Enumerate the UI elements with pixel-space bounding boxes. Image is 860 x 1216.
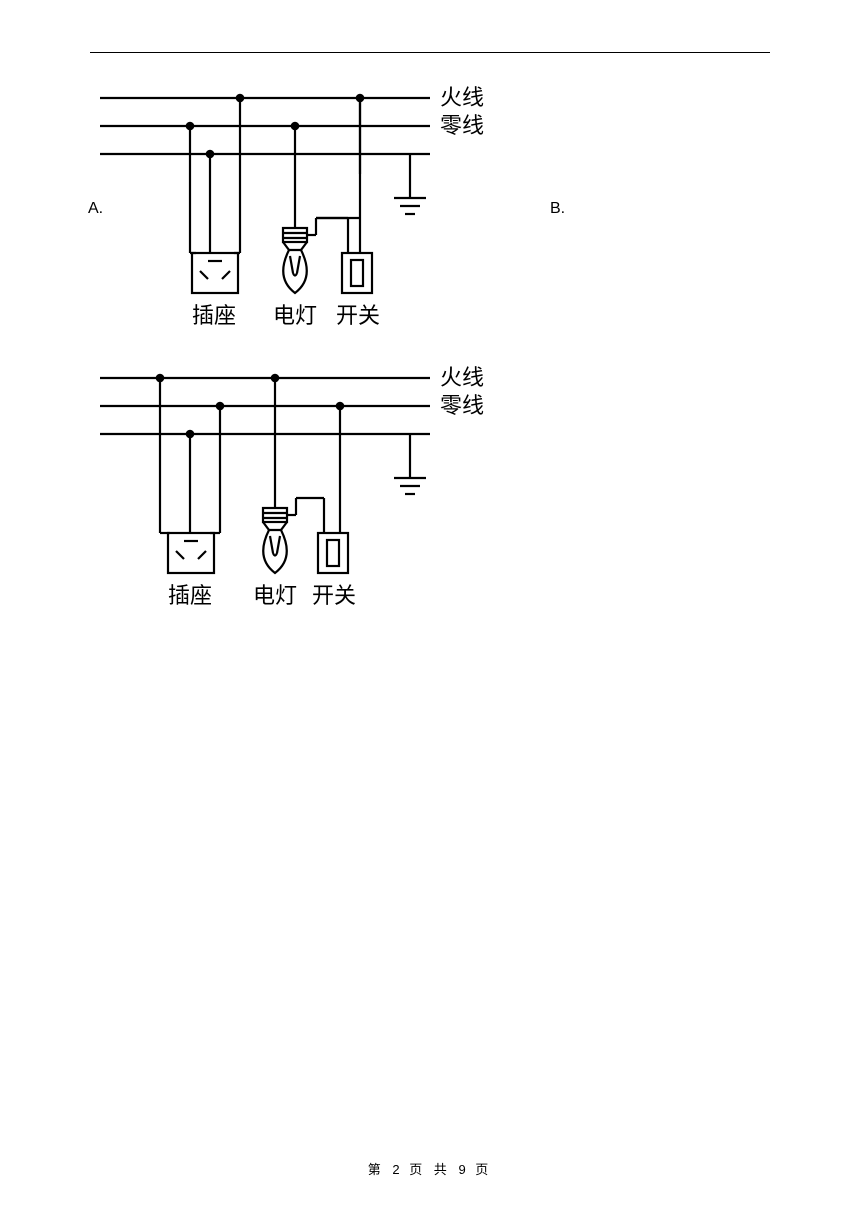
wire-label-neutral: 零线 <box>440 393 484 418</box>
footer-suffix: 页 <box>475 1162 492 1177</box>
circuit-diagram-b: 火线 零线 插座 电灯 开关 <box>100 358 520 628</box>
device-label-socket: 插座 <box>168 583 212 608</box>
device-label-lamp: 电灯 <box>253 583 297 608</box>
option-label-b: B. <box>550 200 565 218</box>
circuit-diagram-a: 火线 零线 插座 电灯 开关 <box>100 78 520 348</box>
device-label-switch: 开关 <box>336 303 380 328</box>
footer-total: 9 <box>458 1162 467 1177</box>
device-label-lamp: 电灯 <box>273 303 317 328</box>
footer-mid: 页 共 <box>409 1162 451 1177</box>
footer-prefix: 第 <box>368 1162 385 1177</box>
wire-label-live: 火线 <box>440 365 484 390</box>
page-top-rule <box>90 52 770 53</box>
wire-label-neutral: 零线 <box>440 113 484 138</box>
wire-label-live: 火线 <box>440 85 484 110</box>
device-label-switch: 开关 <box>312 583 356 608</box>
page-footer: 第 2 页 共 9 页 <box>0 1159 860 1178</box>
footer-page-num: 2 <box>392 1162 401 1177</box>
device-label-socket: 插座 <box>192 303 236 328</box>
